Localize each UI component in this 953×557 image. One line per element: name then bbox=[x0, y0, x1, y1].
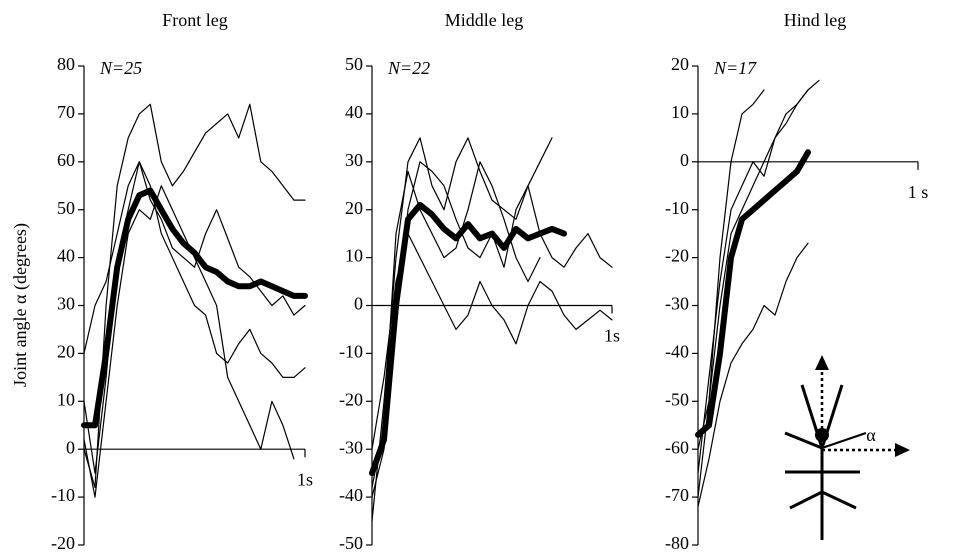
y-axis-label: Joint angle α (degrees) bbox=[10, 223, 31, 387]
y-tick-label: 80 bbox=[57, 54, 75, 74]
y-tick-label: 20 bbox=[671, 54, 689, 74]
y-tick-label: -50 bbox=[665, 389, 689, 409]
mean-trace bbox=[369, 201, 567, 477]
leg-line bbox=[821, 432, 867, 449]
y-tick-label: 10 bbox=[671, 102, 689, 122]
y-tick-label: -30 bbox=[665, 294, 689, 314]
y-tick-label: -80 bbox=[665, 533, 689, 552]
y-tick-label: 30 bbox=[345, 150, 363, 170]
arrow-head bbox=[895, 443, 910, 457]
mean-trace bbox=[695, 149, 811, 438]
y-tick-label: -40 bbox=[665, 342, 689, 362]
annotation: N=22 bbox=[387, 58, 430, 78]
annotation: N=25 bbox=[99, 58, 142, 78]
inset-diagram bbox=[784, 355, 910, 540]
y-tick-label: -60 bbox=[665, 437, 689, 457]
y-tick-label: -30 bbox=[339, 437, 363, 457]
trace bbox=[371, 161, 613, 498]
y-tick-label: 30 bbox=[57, 294, 75, 314]
trace bbox=[83, 161, 306, 474]
y-tick-label: 50 bbox=[57, 198, 75, 218]
trace bbox=[697, 89, 765, 498]
leg-line bbox=[821, 490, 857, 510]
joint bbox=[815, 428, 829, 442]
y-tick-label: -20 bbox=[339, 389, 363, 409]
y-tick-label: 0 bbox=[680, 150, 689, 170]
mean-trace bbox=[81, 187, 308, 429]
y-tick-label: 10 bbox=[57, 389, 75, 409]
y-tick-label: 60 bbox=[57, 150, 75, 170]
trace bbox=[697, 242, 809, 508]
y-tick-label: 50 bbox=[345, 54, 363, 74]
y-tick-label: -40 bbox=[339, 485, 363, 505]
leg-line bbox=[789, 490, 823, 510]
y-tick-label: -10 bbox=[339, 342, 363, 362]
trace bbox=[371, 233, 613, 450]
y-tick-label: -10 bbox=[51, 485, 75, 505]
y-tick-label: -20 bbox=[51, 533, 75, 552]
arrow-head bbox=[815, 355, 829, 370]
trace bbox=[371, 161, 541, 489]
y-tick-label: -70 bbox=[665, 485, 689, 505]
x-tick-label: 1 s bbox=[908, 182, 929, 202]
panel-title: Hind leg bbox=[784, 10, 847, 30]
y-tick-label: 20 bbox=[57, 342, 75, 362]
x-tick-label: 1s bbox=[297, 469, 313, 489]
y-tick-label: -20 bbox=[665, 246, 689, 266]
x-tick-label: 1s bbox=[604, 326, 620, 346]
trace bbox=[697, 89, 809, 474]
leg-line bbox=[784, 431, 823, 450]
annotation: N=17 bbox=[713, 58, 757, 78]
y-tick-label: -10 bbox=[665, 198, 689, 218]
trace bbox=[83, 161, 306, 354]
y-tick-label: -50 bbox=[339, 533, 363, 552]
y-tick-label: 20 bbox=[345, 198, 363, 218]
trace bbox=[83, 103, 306, 489]
panel-title: Front leg bbox=[162, 10, 228, 30]
y-tick-label: 40 bbox=[345, 102, 363, 122]
trace bbox=[83, 185, 295, 498]
y-tick-label: 70 bbox=[57, 102, 75, 122]
trace bbox=[371, 137, 553, 522]
inset-label: α bbox=[866, 425, 876, 445]
y-tick-label: 10 bbox=[345, 246, 363, 266]
y-tick-label: 40 bbox=[57, 246, 75, 266]
y-tick-label: 0 bbox=[354, 294, 363, 314]
panel-title: Middle leg bbox=[445, 10, 524, 30]
y-tick-label: 0 bbox=[66, 437, 75, 457]
trace bbox=[697, 79, 820, 450]
